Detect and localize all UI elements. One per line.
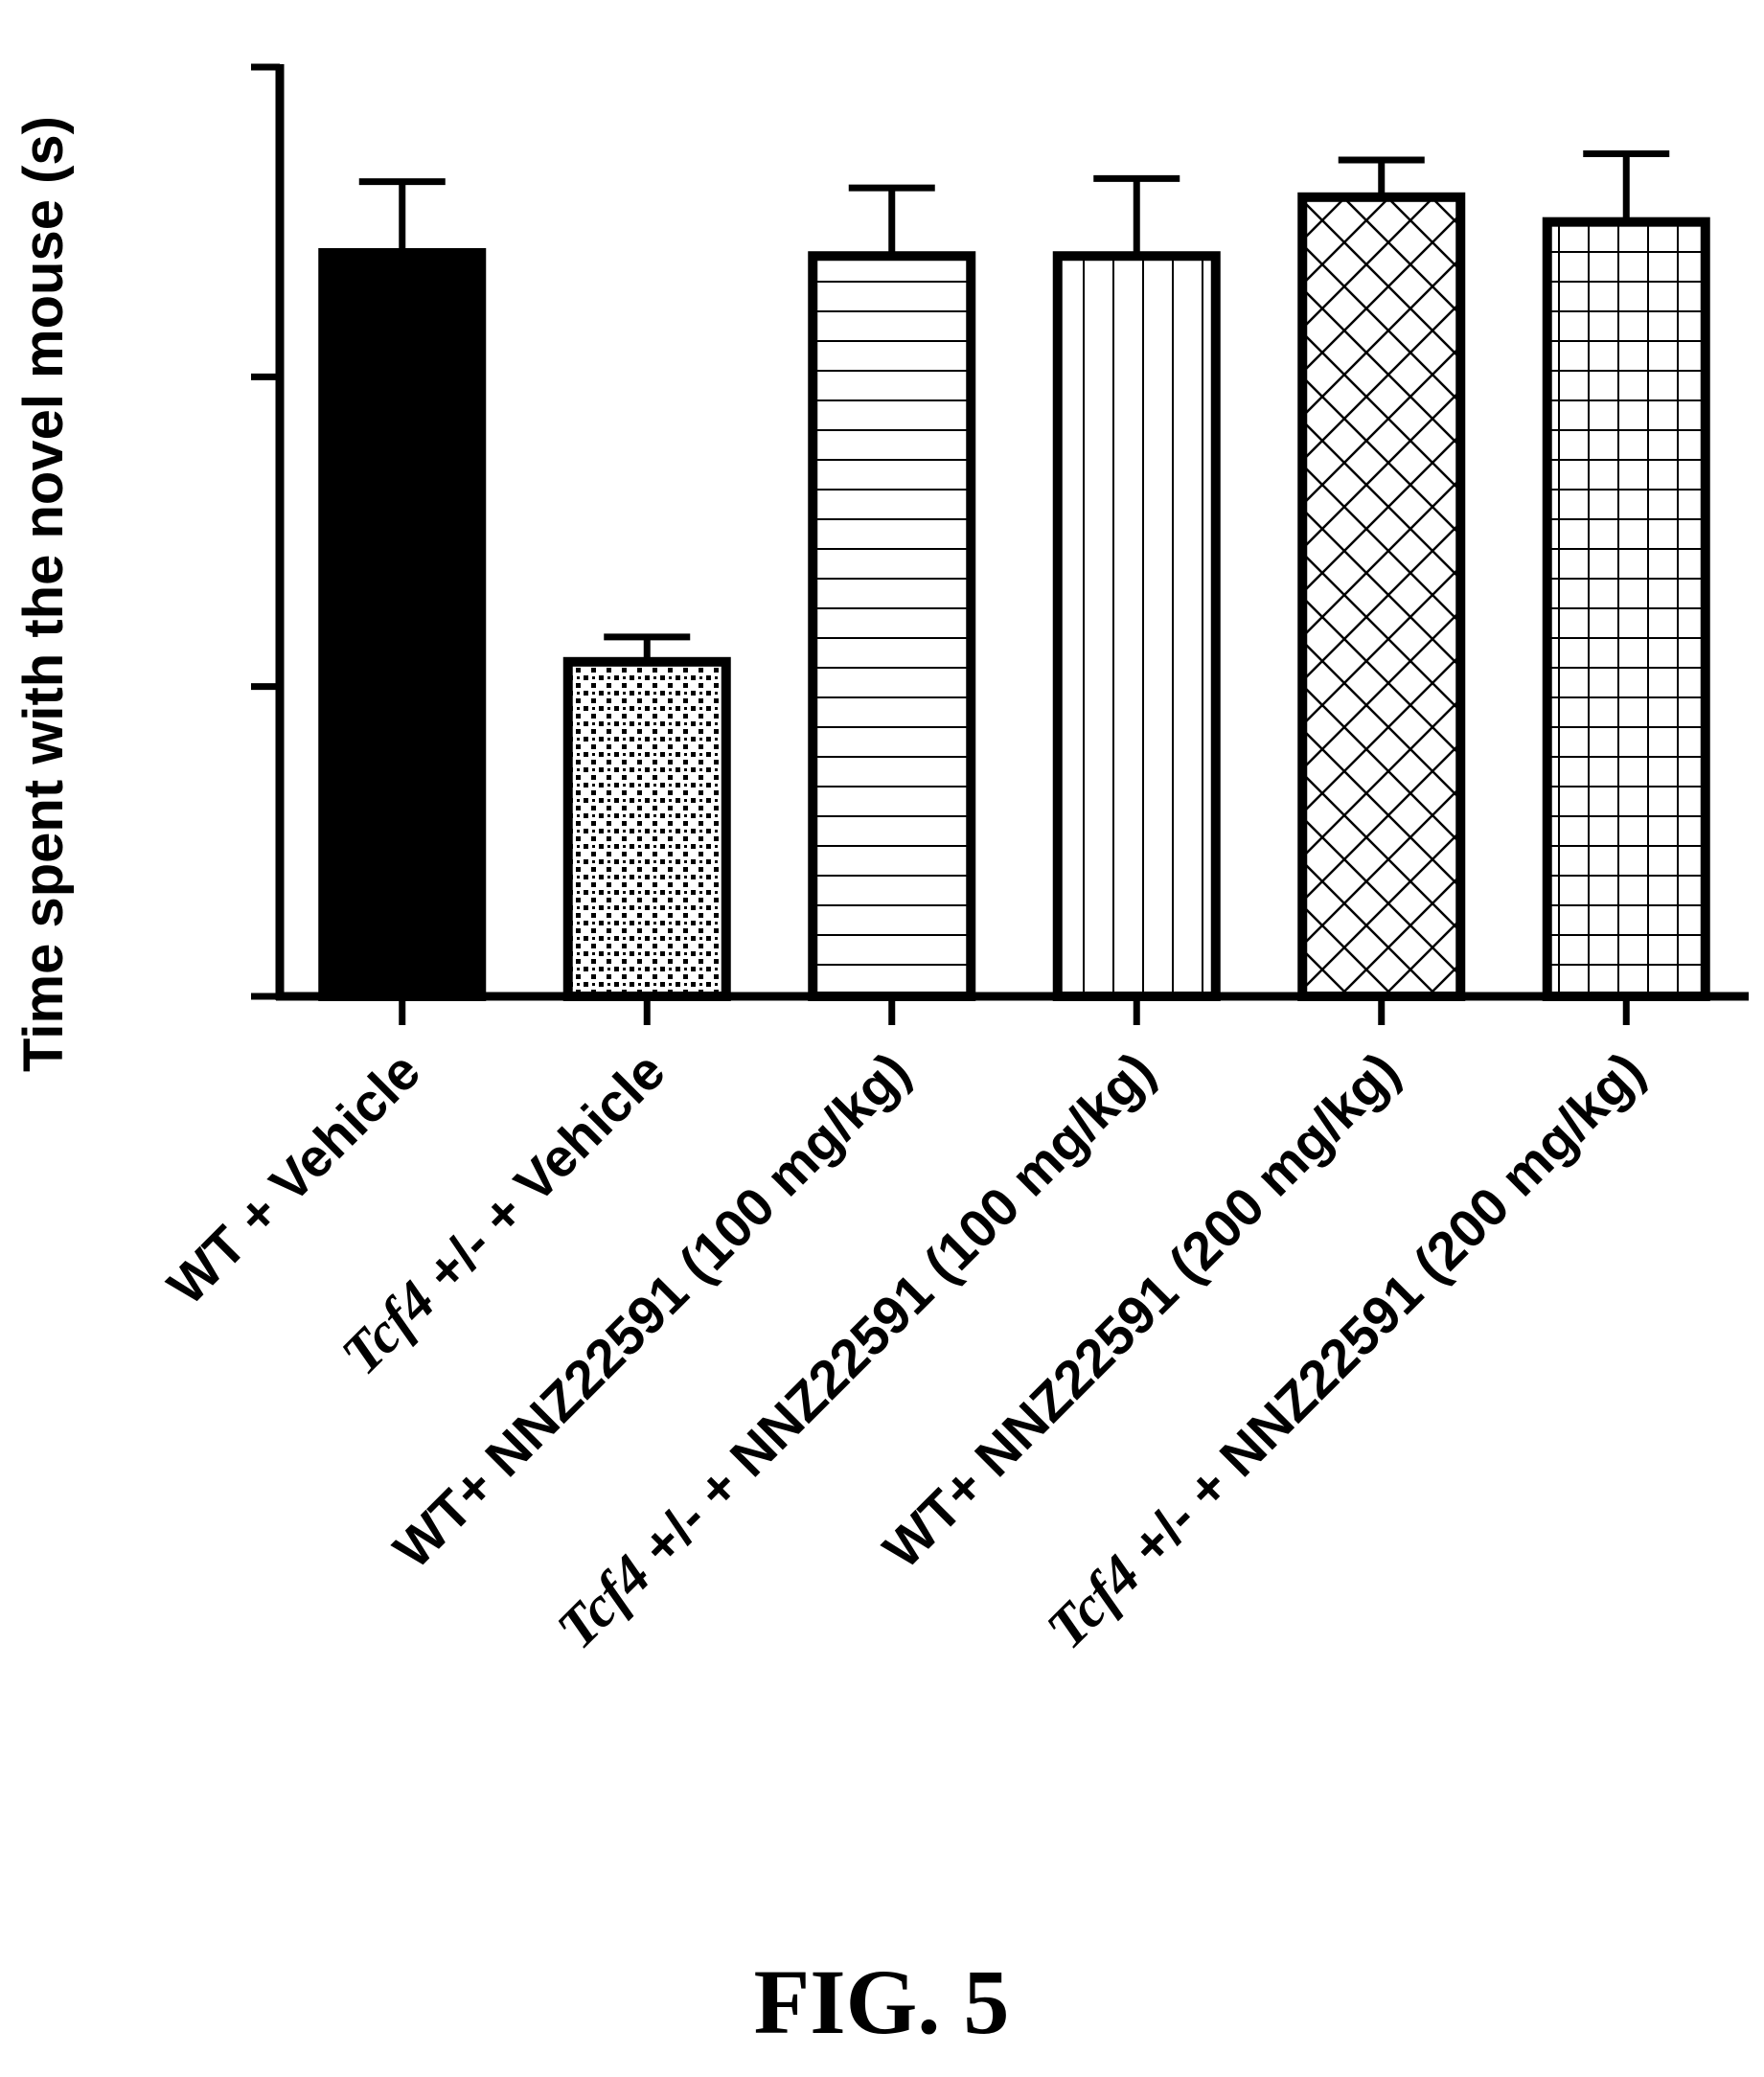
- bar-5: [1297, 192, 1466, 1002]
- x-tick-label-5: WT+ NNZ22591 (200 mg/kg): [871, 1040, 1410, 1580]
- bar-6: [1542, 217, 1710, 1001]
- bar-3: [808, 251, 976, 1001]
- x-tick-label-1: WT + Vehicle: [156, 1040, 432, 1316]
- bar-4: [1052, 251, 1221, 1001]
- bar-2: [562, 656, 731, 1001]
- figure-label: FIG. 5: [754, 1951, 1010, 2053]
- y-axis-label: Time spent with the novel mouse (s): [12, 116, 75, 1072]
- x-tick-label-3: WT+ NNZ22591 (100 mg/kg): [381, 1040, 921, 1580]
- bar-1: [318, 248, 487, 1001]
